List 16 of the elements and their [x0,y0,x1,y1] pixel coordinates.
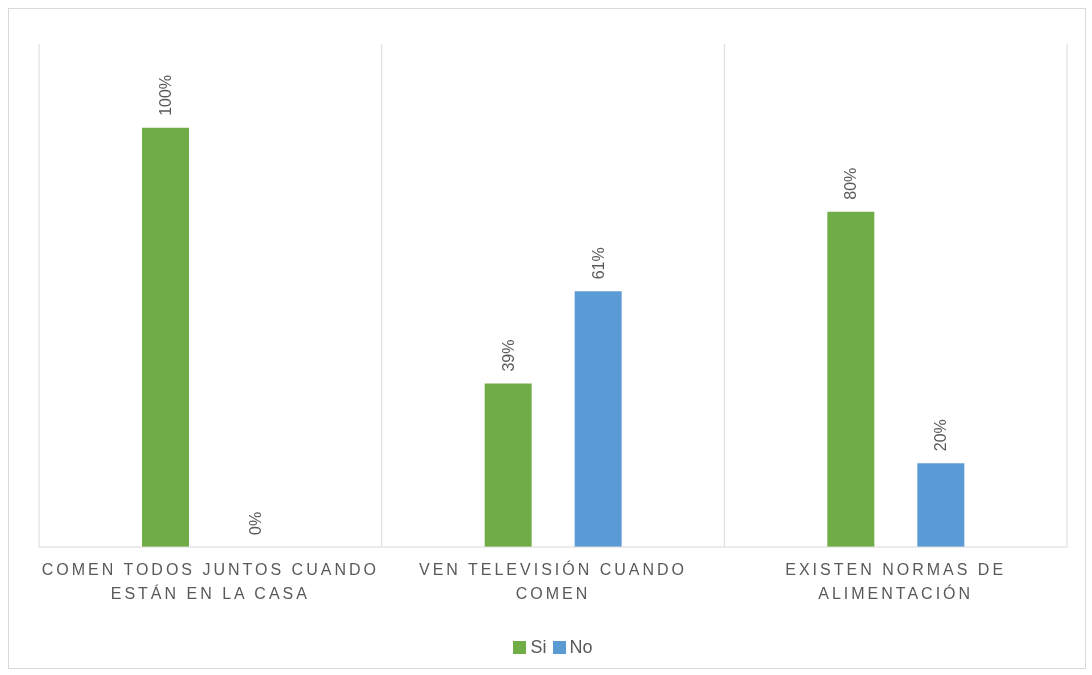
bar [484,383,532,547]
data-label: 0% [247,511,264,535]
bar [574,291,622,547]
x-tick-label: VEN TELEVISIÓN CUANDO COMEN [418,560,688,602]
legend-label: Si [529,637,547,658]
data-label: 39% [499,339,517,372]
data-label: 80% [842,167,860,200]
data-label: 61% [589,247,607,280]
legend-label: No [568,637,593,658]
bar [142,127,189,547]
bar [827,211,875,547]
x-tick-label: COMEN TODOS JUNTOS CUANDO ESTÁN EN LA CASA [41,561,379,602]
data-label: 100% [157,74,174,116]
data-label: 20% [932,419,950,452]
x-tick-label: EXISTEN NORMAS DE ALIMENTACIÓN [785,561,1007,602]
bar [917,463,965,547]
